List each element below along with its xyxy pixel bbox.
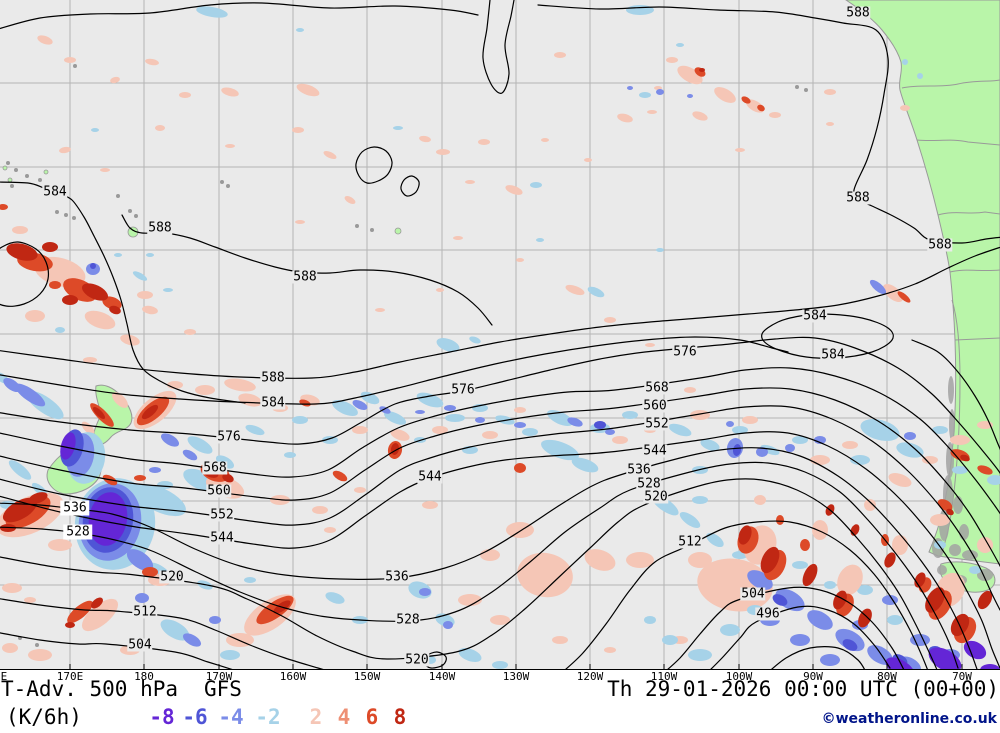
product-title: T-Adv. 500 hPa xyxy=(1,677,179,701)
small-islands xyxy=(2,64,808,647)
legend-value: -8 xyxy=(149,705,175,729)
legend-value: -4 xyxy=(218,705,244,729)
longitude-label: 180 xyxy=(134,670,154,683)
legend-value: -6 xyxy=(182,705,208,729)
longitude-label: 80W xyxy=(877,670,897,683)
longitude-label: 150W xyxy=(353,670,381,683)
longitude-label: 140W xyxy=(428,670,456,683)
legend-value: 6 xyxy=(365,705,379,729)
map-canvas xyxy=(0,0,1000,670)
longitude-label: 130W xyxy=(502,670,530,683)
longitude-label: 160W xyxy=(279,670,307,683)
legend-value: 2 xyxy=(309,705,323,729)
valid-datetime: Th 29-01-2026 00:00 UTC (00+00) xyxy=(607,677,999,701)
longitude-label: 120W xyxy=(576,670,604,683)
longitude-label: 170W xyxy=(205,670,233,683)
copyright-notice: ©weatheronline.co.uk xyxy=(821,711,997,727)
longitude-label: 110W xyxy=(650,670,678,683)
legend-value: -2 xyxy=(255,705,281,729)
longitude-label: 160E xyxy=(0,670,8,683)
land-shapes xyxy=(46,0,1000,593)
country-borders xyxy=(901,79,1000,557)
longitude-label: 170E xyxy=(56,670,84,683)
longitude-label: 90W xyxy=(803,670,823,683)
legend-value: 8 xyxy=(393,705,407,729)
legend-value: 4 xyxy=(337,705,351,729)
model-name: GFS xyxy=(204,677,242,701)
longitude-label: 70W xyxy=(952,670,972,683)
map-frame xyxy=(0,664,1000,670)
weather-map[interactable]: 588 584 588 588 588 588 584 584 588 584 576 576 568 5… xyxy=(0,0,1000,670)
contour-lines xyxy=(0,0,1000,670)
advection-patches xyxy=(0,5,1000,670)
longitude-label: 100W xyxy=(725,670,753,683)
units-label: (K/6h) xyxy=(6,705,82,729)
